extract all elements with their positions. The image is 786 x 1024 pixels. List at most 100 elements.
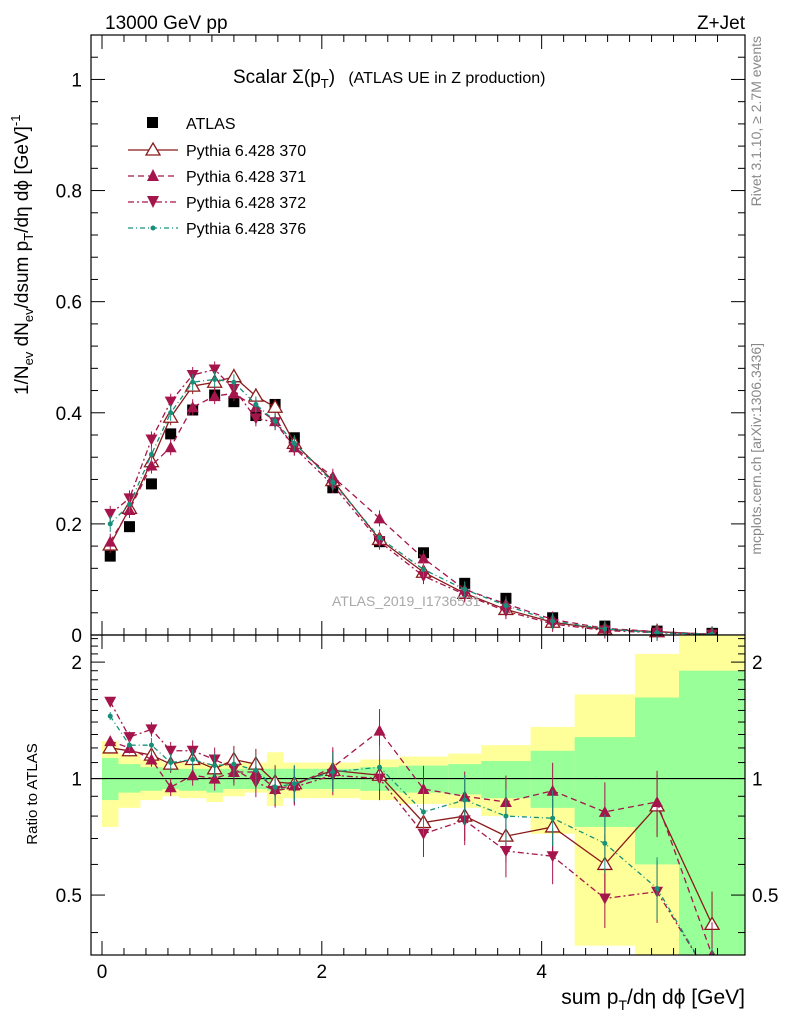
ylabel-part: ev — [21, 308, 36, 322]
data-point-pythia-6-428-376 — [107, 521, 113, 527]
data-point-pythia-6-428-372 — [145, 434, 158, 446]
data-point-pythia-6-428-372 — [208, 364, 221, 376]
ratio-point-pythia-6-428-371 — [373, 724, 386, 736]
ratio-y-tick-label: 2 — [71, 653, 82, 674]
legend-label-371: Pythia 6.428 371 — [186, 169, 306, 186]
ratio-y-tick-label: 1 — [71, 770, 82, 791]
ratio-y-tick-label-right: 2 — [752, 653, 763, 674]
title-main: Scalar Σ(p — [233, 67, 321, 88]
ratio-y-tick-label: 0.5 — [56, 886, 82, 907]
ratio-point-pythia-6-428-376 — [654, 885, 660, 891]
ratio-point-pythia-6-428-376 — [212, 763, 218, 769]
title-end: ) — [329, 67, 335, 88]
ratio-y-axis-label: Ratio to ATLAS — [24, 743, 41, 844]
ratio-point-pythia-6-428-376 — [377, 764, 383, 770]
data-point-pythia-6-428-372 — [104, 508, 117, 520]
data-point-atlas — [104, 550, 116, 562]
data-point-pythia-6-428-376 — [231, 379, 237, 385]
ratio-point-pythia-6-428-372 — [145, 724, 158, 736]
ratio-point-pythia-6-428-376 — [330, 769, 336, 775]
ratio-point-pythia-6-428-371 — [164, 781, 177, 793]
data-point-pythia-6-428-376 — [462, 586, 468, 592]
data-point-atlas — [228, 396, 240, 408]
data-point-pythia-6-428-376 — [503, 603, 509, 609]
data-point-atlas — [165, 428, 177, 440]
main-y-tick-label: 0 — [71, 626, 82, 647]
analysis-watermark: ATLAS_2019_I1736531 — [332, 593, 481, 609]
mcplots-caption: mcplots.cern.ch [arXiv:1306.3436] — [748, 343, 764, 555]
chart-title: Scalar Σ(pT) (ATLAS UE in Z production) — [233, 67, 545, 91]
ratio-point-pythia-6-428-376 — [190, 757, 196, 763]
data-point-pythia-6-428-371 — [373, 512, 386, 524]
x-tick-label: 2 — [317, 962, 328, 983]
data-point-pythia-6-428-376 — [272, 418, 278, 424]
ratio-point-pythia-6-428-371 — [651, 795, 664, 807]
x-tick-label: 0 — [97, 962, 108, 983]
ratio-y-tick-label-right: 1 — [752, 770, 763, 791]
legend-label-376: Pythia 6.428 376 — [186, 221, 306, 238]
main-panel: ATLAS_2019_I1736531 0 0.2 0.4 0.6 0.8 1 Scala… — [8, 34, 746, 647]
data-point-pythia-6-428-376 — [253, 401, 259, 407]
data-point-pythia-6-428-371 — [417, 552, 430, 564]
main-series-layer — [102, 361, 721, 643]
data-point-pythia-6-428-376 — [291, 440, 297, 446]
ratio-point-pythia-6-428-371 — [145, 753, 158, 765]
ratio-point-pythia-6-428-376 — [231, 761, 237, 767]
x-axis-label: sum pT/dη dϕ [GeV] — [561, 986, 745, 1013]
ylabel-part: 1/N — [12, 365, 33, 395]
data-point-pythia-6-428-371 — [186, 401, 199, 413]
data-point-pythia-6-428-371 — [104, 535, 117, 547]
ratio-y-tick-label-right: 0.5 — [752, 886, 778, 907]
ratio-point-pythia-6-428-376 — [291, 781, 297, 787]
xlabel-part: /dη dϕ [GeV] — [627, 986, 745, 1009]
main-y-tick-label: 1 — [71, 70, 82, 91]
data-point-pythia-6-428-376 — [602, 626, 608, 632]
ratio-point-pythia-6-428-371 — [104, 735, 117, 747]
ratio-point-pythia-6-428-372 — [123, 732, 136, 744]
ratio-point-pythia-6-428-371 — [186, 769, 199, 781]
data-point-pythia-6-428-376 — [190, 379, 196, 385]
ratio-series-layer — [102, 696, 721, 983]
data-point-pythia-6-428-376 — [168, 410, 174, 416]
ratio-point-pythia-6-428-376 — [710, 978, 715, 983]
xlabel-part: T — [618, 997, 627, 1013]
legend-label-370: Pythia 6.428 370 — [186, 143, 306, 160]
ylabel-part: /dη dϕ [GeV] — [12, 126, 33, 233]
ratio-point-pythia-6-428-371 — [208, 772, 221, 784]
ratio-point-pythia-6-428-376 — [107, 713, 113, 719]
ratio-point-pythia-6-428-376 — [168, 760, 174, 766]
ratio-point-pythia-6-428-371 — [598, 805, 611, 817]
data-point-pythia-6-428-376 — [126, 501, 132, 507]
ratio-frame — [90, 634, 746, 956]
ratio-series-group — [102, 696, 721, 983]
header-left-label: 13000 GeV pp — [105, 13, 228, 34]
data-point-pythia-6-428-371 — [208, 390, 221, 402]
legend-marker-371 — [147, 169, 159, 181]
ratio-ticks: 0.5 0.5 1 1 2 2 0 2 4 — [56, 635, 778, 983]
ratio-point-pythia-6-428-376 — [462, 797, 468, 803]
ylabel-part: T — [21, 233, 36, 241]
ylabel-part: -1 — [8, 115, 23, 127]
ratio-point-pythia-6-428-376 — [126, 742, 132, 748]
main-ticks: 0 0.2 0.4 0.6 0.8 1 — [56, 35, 745, 647]
main-y-tick-label: 0.2 — [56, 515, 82, 536]
ratio-point-pythia-6-428-372 — [104, 696, 117, 708]
legend-marker-370 — [144, 141, 162, 156]
ratio-panel: 0.5 0.5 1 1 2 2 0 2 4 Ratio to ATLAS sum pT/dη d… — [24, 634, 778, 1013]
ratio-point-pythia-6-428-372 — [499, 845, 512, 857]
ylabel-part: dN — [12, 322, 33, 352]
main-y-axis-label: 1/Nev dNev/dsum pT/dη dϕ [GeV]-1 — [8, 115, 36, 396]
data-point-pythia-6-428-372 — [249, 413, 262, 425]
main-y-tick-label: 0.6 — [56, 293, 82, 314]
ratio-point-pythia-6-428-371 — [417, 782, 430, 794]
legend: ATLAS Pythia 6.428 370 Pythia 6.428 371 … — [128, 116, 306, 238]
legend-marker-372 — [147, 196, 159, 208]
x-tick-label: 4 — [536, 962, 547, 983]
data-point-pythia-6-428-370 — [266, 398, 284, 413]
ratio-point-pythia-6-428-372 — [598, 893, 611, 905]
data-point-pythia-6-428-376 — [377, 535, 383, 541]
data-point-pythia-6-428-371 — [145, 459, 158, 471]
ratio-point-pythia-6-428-370 — [102, 739, 119, 754]
data-point-atlas — [145, 478, 157, 490]
data-point-pythia-6-428-376 — [330, 479, 336, 485]
